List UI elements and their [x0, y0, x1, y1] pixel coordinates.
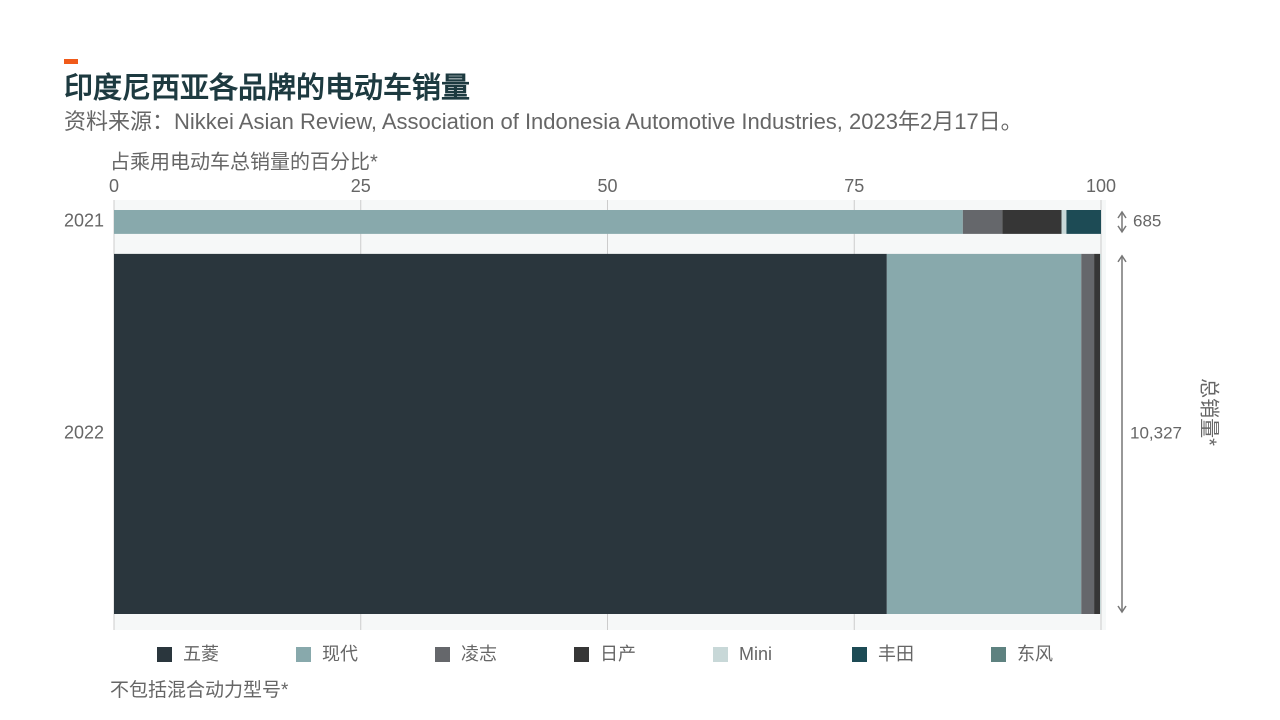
bar-segment: [1094, 253, 1101, 615]
legend-swatch: [296, 647, 311, 662]
x-tick-label: 75: [844, 176, 864, 196]
totals-title: 总销量*: [1198, 378, 1221, 446]
x-tick-label: 25: [351, 176, 371, 196]
x-tick-label: 0: [109, 176, 119, 196]
legend-label: 日产: [600, 644, 636, 664]
arrow-head: [1117, 210, 1127, 234]
chart-title: 印度尼西亚各品牌的电动车销量: [64, 71, 470, 105]
legend-swatch: [574, 647, 589, 662]
legend-label: 东风: [1017, 644, 1053, 664]
arrow-head: [1117, 254, 1127, 614]
total-label: 685: [1133, 211, 1161, 230]
legend-swatch: [852, 647, 867, 662]
legend-swatch: [991, 647, 1006, 662]
bar-segment: [1002, 210, 1062, 234]
total-label: 10,327: [1130, 423, 1182, 442]
legend-swatch: [157, 647, 172, 662]
legend-label: 凌志: [461, 644, 497, 664]
legend-label: 丰田: [878, 644, 914, 664]
legend-swatch: [435, 647, 450, 662]
footnote: 不包括混合动力型号*: [110, 679, 289, 701]
bar-segment: [114, 253, 887, 615]
bar-segment: [1066, 210, 1101, 234]
x-axis-title: 占乘用电动车总销量的百分比*: [110, 150, 378, 173]
legend-swatch: [713, 647, 728, 662]
y-tick-label: 2022: [64, 423, 104, 443]
bar-segment: [1061, 210, 1067, 234]
bar-segment: [1100, 253, 1101, 615]
accent: [64, 59, 78, 64]
bar-segment: [114, 210, 963, 234]
legend-label: Mini: [739, 644, 772, 664]
legend-label: 现代: [322, 644, 358, 664]
bar-segment: [1081, 253, 1095, 615]
x-tick-label: 100: [1086, 176, 1116, 196]
subtitle: 资料来源：Nikkei Asian Review, Association of…: [64, 109, 1023, 134]
bar-segment: [962, 210, 1003, 234]
bar-segment: [886, 253, 1082, 615]
y-tick-label: 2021: [64, 211, 104, 231]
legend-label: 五菱: [183, 644, 219, 664]
x-tick-label: 50: [597, 176, 617, 196]
